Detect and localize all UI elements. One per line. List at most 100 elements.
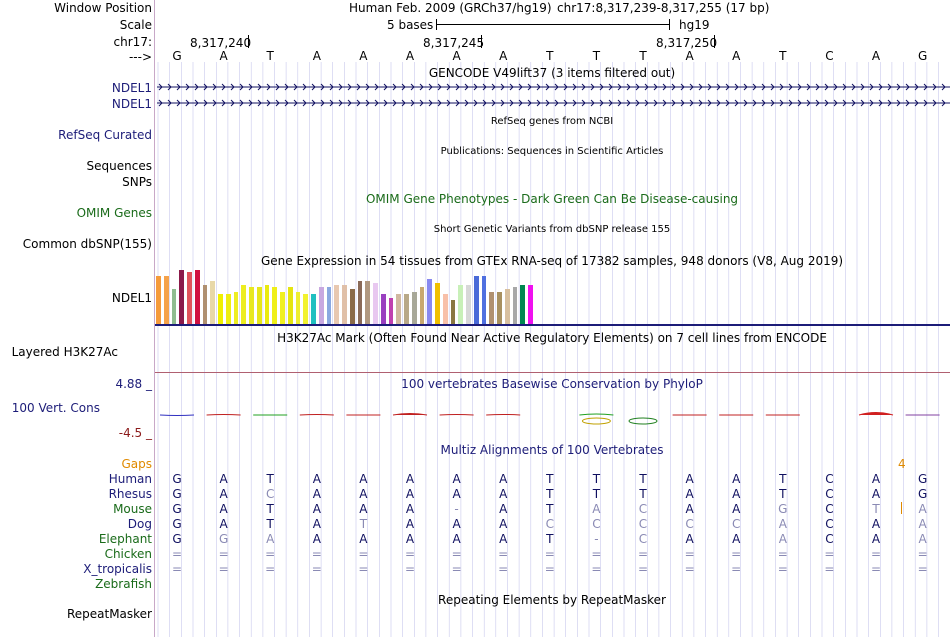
repeatmasker-track-label[interactable]: RepeatMasker [66, 607, 152, 621]
aligned-base: = [591, 547, 602, 561]
gtex-bar-ovary[interactable] [442, 294, 448, 324]
gtex-bar-brain-hypothalamus[interactable] [272, 287, 278, 324]
gtex-bar-fibroblasts[interactable] [326, 287, 332, 324]
h3k27ac-track-title[interactable]: H3K27Ac Mark (Often Found Near Active Re… [277, 331, 827, 345]
gencode-ndel1-label-1[interactable]: NDEL1 [111, 81, 152, 95]
strand-chevron [410, 99, 415, 107]
strand-chevron [437, 99, 442, 107]
gtex-bar-pituitary[interactable] [458, 285, 464, 324]
gtex-bar-spleen[interactable] [497, 292, 502, 324]
gtex-bar-kidney-cortex[interactable] [388, 298, 394, 324]
strand-chevron [473, 83, 478, 91]
gtex-bar-adipose-subcutaneous[interactable] [156, 276, 161, 324]
gtex-bar-muscle-skeletal[interactable] [427, 279, 433, 324]
gtex-bar-chart[interactable] [156, 268, 536, 324]
gtex-bar-brain-cerebellar[interactable] [233, 292, 239, 324]
strand-chevron [383, 83, 388, 91]
gtex-ndel1-label[interactable]: NDEL1 [111, 291, 152, 305]
gtex-bar-brain-nucleus-acc[interactable] [280, 292, 285, 324]
snps-track-label[interactable]: SNPs [122, 175, 152, 189]
gtex-bar-artery-aorta[interactable] [179, 270, 185, 324]
gaps-label[interactable]: Gaps [121, 457, 152, 471]
sequences-track-label[interactable]: Sequences [86, 159, 152, 173]
conservation-track-label[interactable]: 100 Vert. Cons [11, 401, 100, 415]
publications-track-title[interactable]: Publications: Sequences in Scientific Ar… [440, 146, 664, 157]
strand-chevron [284, 83, 289, 91]
strand-chevron [932, 99, 937, 107]
gtex-bar-brain-amygdala[interactable] [210, 281, 216, 324]
phylop-track-title[interactable]: 100 vertebrates Basewise Conservation by… [401, 377, 703, 391]
gtex-bar-heart-atrial[interactable] [373, 283, 378, 324]
species-label-chicken[interactable]: Chicken [104, 547, 152, 561]
species-label-mouse[interactable]: Mouse [113, 502, 152, 516]
dbsnp-track-label[interactable]: Common dbSNP(155) [22, 237, 152, 251]
species-label-zebrafish[interactable]: Zebrafish [95, 577, 152, 591]
gtex-bar-brain-substantia[interactable] [303, 294, 309, 324]
gene-model-lines[interactable] [155, 80, 950, 112]
gtex-bar-kidney-medulla[interactable] [396, 294, 402, 324]
gtex-bar-nerve-tibial[interactable] [435, 283, 440, 324]
gtex-bar-brain-cerebellum[interactable] [241, 285, 247, 324]
aligned-base: A [405, 472, 415, 486]
h3k27ac-track-label[interactable]: Layered H3K27Ac [11, 345, 118, 359]
strand-chevron [671, 99, 676, 107]
repeatmasker-track-title[interactable]: Repeating Elements by RepeatMasker [438, 593, 666, 607]
gtex-bar-brain-hippocampus[interactable] [264, 285, 270, 324]
gtex-bar-artery-coronary[interactable] [187, 272, 192, 324]
refseq-track-title[interactable]: RefSeq genes from NCBI [490, 116, 614, 127]
strand-chevron [581, 83, 586, 91]
gencode-ndel1-label-2[interactable]: NDEL1 [111, 97, 152, 111]
strand-chevron [527, 99, 532, 107]
gtex-bar-artery-tibial[interactable] [194, 270, 200, 324]
gtex-bar-lung[interactable] [411, 292, 417, 324]
gtex-bar-esoph-mucosa[interactable] [357, 281, 363, 324]
gtex-bar-bladder[interactable] [202, 285, 208, 324]
multiz-track-title[interactable]: Multiz Alignments of 100 Vertebrates [440, 443, 664, 457]
gtex-bar-esoph-gej[interactable] [349, 289, 355, 324]
species-label-dog[interactable]: Dog [127, 517, 152, 531]
gtex-track-title[interactable]: Gene Expression in 54 tissues from GTEx … [260, 254, 844, 268]
gtex-bar-colon-transverse[interactable] [342, 285, 347, 324]
dbsnp-track-title[interactable]: Short Genetic Variants from dbSNP releas… [433, 224, 671, 235]
gtex-bar-stomach[interactable] [504, 289, 510, 324]
omim-track-label[interactable]: OMIM Genes [76, 206, 152, 220]
gtex-bar-skin-sun[interactable] [481, 276, 487, 324]
conservation-signal[interactable] [155, 398, 950, 432]
gtex-bar-esoph-muscularis[interactable] [365, 281, 371, 324]
gtex-bar-adrenal-gland[interactable] [171, 289, 177, 324]
gtex-bar-uterus[interactable] [528, 285, 533, 324]
gtex-bar-brain-caudate[interactable] [225, 294, 231, 324]
species-label-elephant[interactable]: Elephant [98, 532, 152, 546]
gtex-bar-brain-frontal[interactable] [256, 287, 262, 324]
gtex-bar-minor-salivary[interactable] [419, 287, 425, 324]
refseq-track-label[interactable]: RefSeq Curated [58, 128, 152, 142]
gtex-bar-heart-ventricle[interactable] [380, 294, 386, 324]
gtex-bar-brain-putamen[interactable] [287, 287, 293, 324]
gtex-bar-brain-spinal[interactable] [295, 292, 301, 324]
aligned-base: G [778, 502, 788, 516]
reference-base: A [405, 49, 415, 63]
omim-track-title[interactable]: OMIM Gene Phenotypes - Dark Green Can Be… [365, 192, 739, 206]
gtex-bar-testis[interactable] [512, 287, 518, 324]
gtex-bar-colon-sigmoid[interactable] [334, 285, 340, 324]
strand-chevron [383, 99, 388, 107]
strand-chevron [572, 83, 577, 91]
gtex-bar-prostate[interactable] [466, 285, 471, 324]
gtex-bar-pancreas[interactable] [450, 300, 456, 324]
species-label-x_tropicalis[interactable]: X_tropicalis [83, 562, 152, 576]
gtex-bar-thyroid[interactable] [520, 285, 526, 324]
gtex-bar-breast[interactable] [311, 294, 316, 324]
gtex-bar-ebv-lymphocytes[interactable] [318, 287, 324, 324]
gtex-bar-small-intestine[interactable] [489, 292, 495, 324]
gencode-track-title[interactable]: GENCODE V49lift37 (3 items filtered out) [428, 66, 676, 80]
strand-chevron [887, 99, 892, 107]
phylop-score-mark [392, 413, 428, 416]
gtex-bar-liver[interactable] [404, 294, 409, 324]
gtex-bar-skin-not-sun[interactable] [473, 276, 479, 324]
gtex-bar-brain-acc[interactable] [218, 294, 223, 324]
gtex-bar-brain-cortex[interactable] [249, 287, 254, 324]
reference-base: A [452, 49, 461, 63]
species-label-human[interactable]: Human [108, 472, 152, 486]
gtex-bar-adipose-visceral[interactable] [163, 276, 169, 324]
species-label-rhesus[interactable]: Rhesus [108, 487, 152, 501]
